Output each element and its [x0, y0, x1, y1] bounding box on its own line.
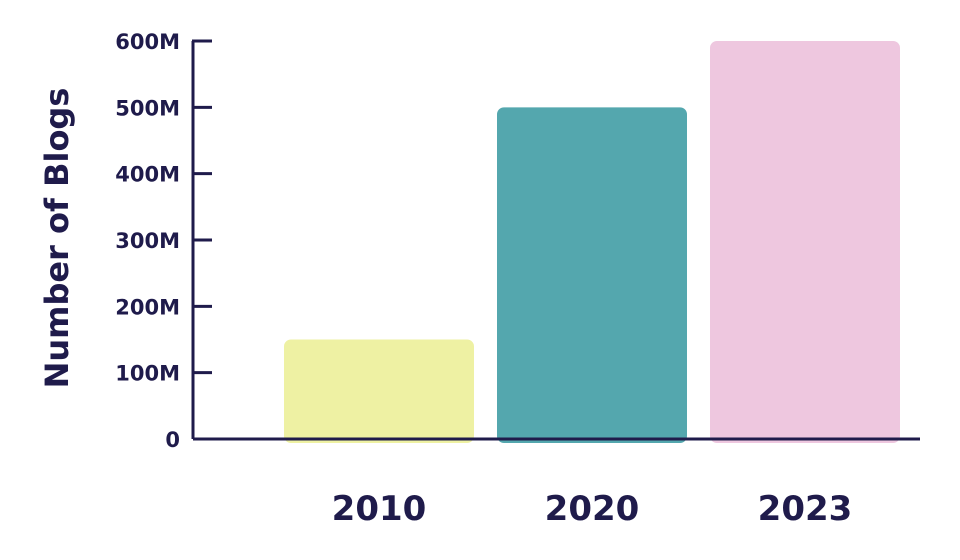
y-tick-label: 0 [165, 428, 180, 452]
y-tick-label: 100M [115, 362, 180, 386]
y-axis-title: Number of Blogs [38, 88, 76, 389]
y-tick-label: 400M [115, 163, 180, 187]
y-axis-title-group: Number of Blogs [38, 88, 76, 389]
y-ticks-group: 0 100M 200M 300M 400M 500M 600M [115, 30, 212, 452]
x-category-label: 2010 [332, 489, 427, 529]
y-tick-label: 500M [115, 96, 180, 120]
y-tick-label: 600M [115, 30, 180, 54]
x-labels-group: 2010 2020 2023 [332, 489, 853, 529]
x-category-label: 2020 [545, 489, 640, 529]
bar-2010 [284, 339, 474, 443]
bars-group [284, 41, 900, 443]
x-category-label: 2023 [758, 489, 853, 529]
bar-2023 [710, 41, 900, 443]
y-tick-label: 300M [115, 229, 180, 253]
bar-2020 [497, 107, 687, 443]
y-tick-label: 200M [115, 295, 180, 319]
